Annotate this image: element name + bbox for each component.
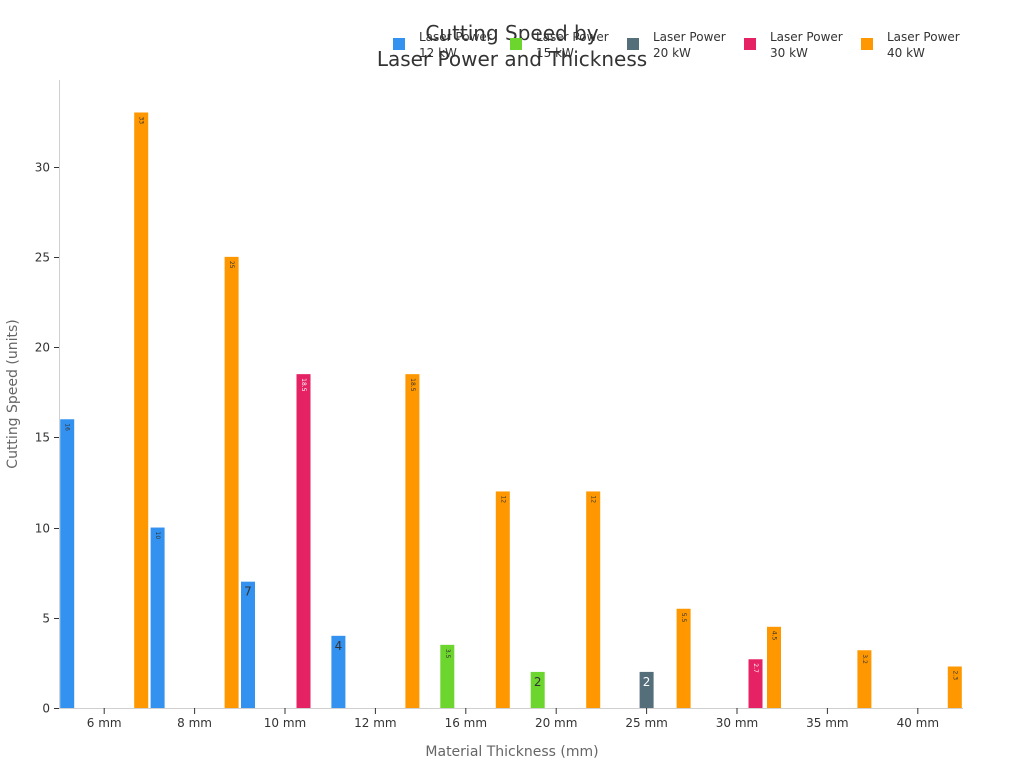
bar bbox=[440, 644, 455, 708]
y-tick-label: 10 bbox=[35, 522, 50, 536]
bar bbox=[150, 527, 165, 708]
y-tick-label: 15 bbox=[35, 431, 50, 445]
legend-entry-label: 15 kW bbox=[536, 46, 574, 60]
legend-swatch bbox=[861, 38, 873, 50]
x-axis-label: Material Thickness (mm) bbox=[425, 744, 598, 760]
legend-swatch bbox=[627, 38, 639, 50]
y-tick-label: 20 bbox=[35, 341, 50, 355]
chart-title: Cutting Speed by Laser Power and Thickne… bbox=[377, 21, 647, 71]
x-tick-label: 10 mm bbox=[264, 716, 306, 730]
y-tick-label: 0 bbox=[42, 702, 50, 716]
legend-entry-label: 12 kW bbox=[419, 46, 457, 60]
bar-data-label: 18.5 bbox=[409, 378, 416, 392]
y-axis-ticks: 0 5 10 15 20 25 30 bbox=[35, 161, 59, 716]
bar-data-label: 10 bbox=[154, 532, 161, 540]
x-tick-label: 12 mm bbox=[354, 716, 396, 730]
bar-data-label: 25 bbox=[228, 261, 235, 269]
bar-data-label: 3.2 bbox=[861, 654, 868, 664]
bar bbox=[224, 256, 239, 708]
x-axis-ticks: 6 mm 8 mm 10 mm 12 mm 16 mm 20 mm 25 mm 30 mm 35… bbox=[87, 708, 939, 730]
x-tick-label: 35 mm bbox=[806, 716, 848, 730]
x-tick-label: 8 mm bbox=[177, 716, 212, 730]
bar-data-label: 4.5 bbox=[771, 631, 778, 641]
y-axis-label: Cutting Speed (units) bbox=[5, 319, 21, 468]
bar-data-label: 2.7 bbox=[752, 663, 759, 673]
bar bbox=[639, 671, 654, 708]
legend-entry-label: 40 kW bbox=[887, 46, 925, 60]
bar-data-label: 12 bbox=[590, 495, 597, 503]
bar bbox=[241, 581, 255, 708]
bar-data-label: 3.5 bbox=[444, 649, 451, 659]
x-tick-label: 25 mm bbox=[625, 716, 667, 730]
bar-data-label: 5.5 bbox=[680, 613, 687, 623]
legend-entry-label: Laser Power bbox=[653, 30, 726, 44]
legend-swatch bbox=[744, 38, 756, 50]
bar-data-label: 18.5 bbox=[300, 378, 307, 392]
bar bbox=[530, 671, 545, 708]
bar-data-label: 2 bbox=[534, 675, 542, 689]
bar-data-label: 33 bbox=[138, 116, 145, 124]
x-tick-label: 30 mm bbox=[716, 716, 758, 730]
bar bbox=[495, 491, 510, 708]
legend-entry-label: Laser Power bbox=[770, 30, 843, 44]
bar bbox=[857, 650, 872, 708]
bar-data-label: 7 bbox=[244, 585, 252, 599]
x-tick-label: 16 mm bbox=[445, 716, 487, 730]
bar-data-label: 2.3 bbox=[951, 670, 958, 680]
bar-data-label: 2 bbox=[643, 675, 651, 689]
bar bbox=[676, 608, 691, 708]
legend-entry-label: 20 kW bbox=[653, 46, 691, 60]
bar-data-label: 4 bbox=[335, 639, 343, 653]
bar bbox=[405, 374, 420, 708]
bar bbox=[331, 635, 346, 708]
y-tick-label: 30 bbox=[35, 161, 50, 175]
x-tick-label: 40 mm bbox=[897, 716, 939, 730]
bar bbox=[767, 626, 781, 708]
bar bbox=[134, 112, 149, 708]
bar-data-label: 12 bbox=[499, 495, 506, 503]
legend-swatch bbox=[393, 38, 405, 50]
plot-area: 16 10 7 4 3.5 2 2 18.5 2.7 33 25 18.5 12 12 5.5 4.5 3.2 2… bbox=[60, 112, 962, 708]
bar-data-label: 16 bbox=[64, 423, 71, 431]
bar bbox=[586, 491, 601, 708]
bar bbox=[296, 374, 311, 708]
bar bbox=[748, 659, 763, 708]
legend-entry-label: Laser Power bbox=[536, 30, 609, 44]
legend-entry-label: 30 kW bbox=[770, 46, 808, 60]
y-tick-label: 5 bbox=[42, 612, 50, 626]
y-tick-label: 25 bbox=[35, 251, 50, 265]
bar bbox=[60, 419, 75, 708]
legend: Laser Power 12 kW Laser Power 15 kW Laser Po… bbox=[393, 30, 960, 60]
legend-entry-label: Laser Power bbox=[419, 30, 492, 44]
x-tick-label: 6 mm bbox=[87, 716, 122, 730]
bar bbox=[947, 666, 962, 708]
x-tick-label: 20 mm bbox=[535, 716, 577, 730]
legend-swatch bbox=[510, 38, 522, 50]
chart-title-line-2: Laser Power and Thickness bbox=[377, 47, 647, 71]
legend-entry-label: Laser Power bbox=[887, 30, 960, 44]
